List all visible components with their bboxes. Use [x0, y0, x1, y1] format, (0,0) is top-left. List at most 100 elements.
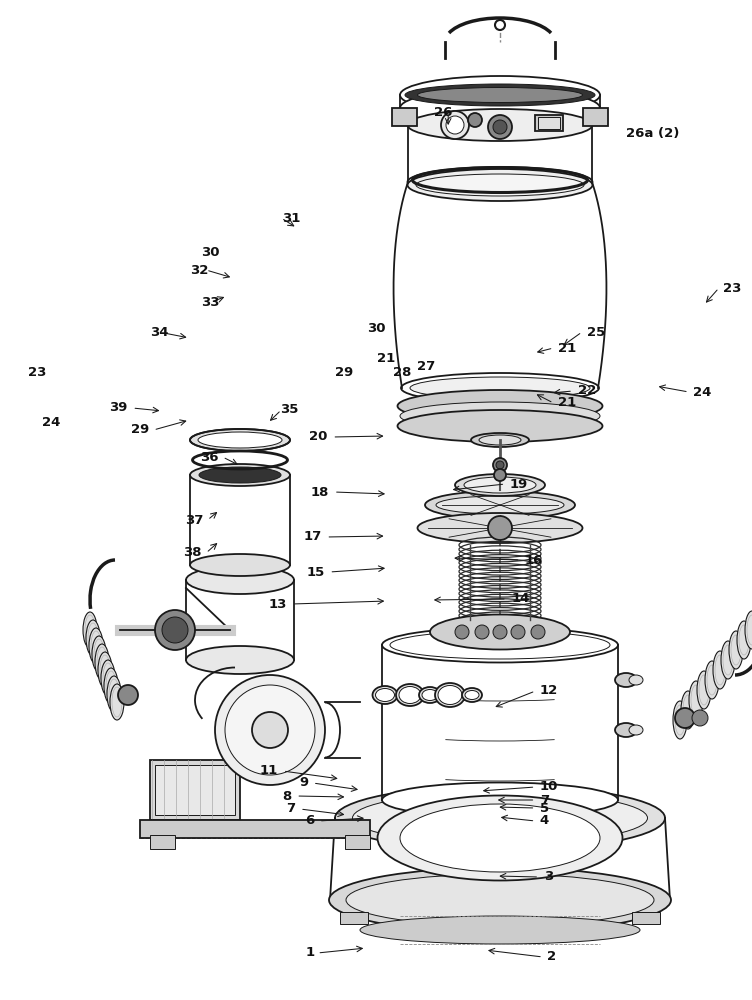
Ellipse shape — [346, 874, 654, 926]
Ellipse shape — [399, 686, 421, 704]
Ellipse shape — [416, 174, 584, 196]
Text: 30: 30 — [367, 322, 385, 335]
Bar — [340, 912, 368, 924]
Ellipse shape — [190, 464, 290, 486]
Text: 26: 26 — [435, 106, 453, 119]
Ellipse shape — [721, 641, 735, 679]
Ellipse shape — [375, 688, 395, 702]
Ellipse shape — [92, 636, 106, 672]
Ellipse shape — [697, 671, 711, 709]
Circle shape — [252, 712, 288, 748]
Text: 23: 23 — [29, 366, 47, 379]
Circle shape — [455, 625, 469, 639]
Ellipse shape — [464, 477, 536, 493]
Ellipse shape — [396, 684, 424, 706]
Ellipse shape — [98, 652, 112, 688]
Ellipse shape — [737, 621, 751, 659]
Text: 30: 30 — [202, 245, 220, 258]
Ellipse shape — [673, 701, 687, 739]
Bar — [538, 117, 560, 129]
Ellipse shape — [422, 690, 438, 700]
Bar — [150, 835, 175, 849]
Ellipse shape — [400, 402, 600, 430]
Text: 12: 12 — [540, 684, 558, 698]
Ellipse shape — [86, 620, 100, 656]
Ellipse shape — [83, 612, 97, 648]
Text: 29: 29 — [335, 365, 353, 378]
Bar — [140, 820, 370, 838]
Circle shape — [155, 610, 195, 650]
Text: 2: 2 — [547, 950, 556, 963]
Ellipse shape — [435, 683, 465, 707]
Text: 1: 1 — [305, 946, 314, 959]
Ellipse shape — [329, 867, 671, 932]
Bar — [632, 912, 660, 924]
Text: 29: 29 — [131, 423, 149, 436]
Ellipse shape — [400, 89, 600, 127]
Circle shape — [215, 675, 325, 785]
Text: 16: 16 — [525, 554, 543, 566]
Ellipse shape — [409, 94, 591, 122]
Ellipse shape — [398, 390, 602, 422]
Text: 7: 7 — [540, 794, 549, 806]
Ellipse shape — [465, 690, 479, 700]
Circle shape — [496, 461, 504, 469]
Ellipse shape — [615, 673, 637, 687]
Circle shape — [511, 625, 525, 639]
Ellipse shape — [186, 646, 294, 674]
Ellipse shape — [729, 631, 743, 669]
Ellipse shape — [400, 804, 600, 872]
Text: 32: 32 — [190, 263, 208, 276]
Ellipse shape — [479, 435, 521, 445]
Ellipse shape — [408, 167, 593, 197]
Circle shape — [493, 120, 507, 134]
Ellipse shape — [629, 725, 643, 735]
Ellipse shape — [400, 76, 600, 114]
Text: 35: 35 — [280, 403, 298, 416]
Text: 25: 25 — [587, 326, 605, 339]
Ellipse shape — [681, 691, 695, 729]
Ellipse shape — [408, 169, 593, 201]
Ellipse shape — [398, 410, 602, 442]
Text: 24: 24 — [42, 416, 60, 430]
Text: 4: 4 — [540, 814, 549, 827]
Ellipse shape — [416, 171, 584, 193]
Circle shape — [446, 116, 464, 134]
Text: 18: 18 — [311, 486, 329, 498]
Ellipse shape — [438, 686, 462, 704]
Text: 14: 14 — [511, 592, 529, 605]
Text: 26a (2): 26a (2) — [626, 126, 679, 139]
Ellipse shape — [462, 688, 482, 702]
Text: 10: 10 — [540, 780, 558, 794]
Text: 21: 21 — [558, 396, 576, 410]
Text: 13: 13 — [269, 597, 287, 610]
Ellipse shape — [353, 792, 647, 844]
Ellipse shape — [629, 675, 643, 685]
Text: 37: 37 — [185, 514, 203, 526]
Ellipse shape — [436, 496, 564, 514]
Text: 36: 36 — [199, 451, 218, 464]
Text: 15: 15 — [307, 565, 325, 578]
Ellipse shape — [471, 433, 529, 447]
Ellipse shape — [382, 628, 618, 662]
Ellipse shape — [335, 786, 665, 850]
Ellipse shape — [190, 429, 290, 451]
Circle shape — [692, 710, 708, 726]
Text: 22: 22 — [578, 384, 596, 397]
Ellipse shape — [425, 491, 575, 519]
Ellipse shape — [745, 611, 752, 649]
Bar — [535, 115, 563, 131]
Circle shape — [494, 469, 506, 481]
Text: 8: 8 — [283, 790, 292, 802]
Circle shape — [493, 458, 507, 472]
Circle shape — [118, 685, 138, 705]
Ellipse shape — [378, 796, 623, 880]
Text: 39: 39 — [110, 401, 128, 414]
Bar — [392, 108, 417, 126]
Text: 21: 21 — [558, 342, 576, 355]
Text: 6: 6 — [305, 814, 314, 827]
Circle shape — [225, 685, 315, 775]
Circle shape — [531, 625, 545, 639]
Text: 23: 23 — [723, 282, 741, 294]
Ellipse shape — [382, 782, 618, 818]
